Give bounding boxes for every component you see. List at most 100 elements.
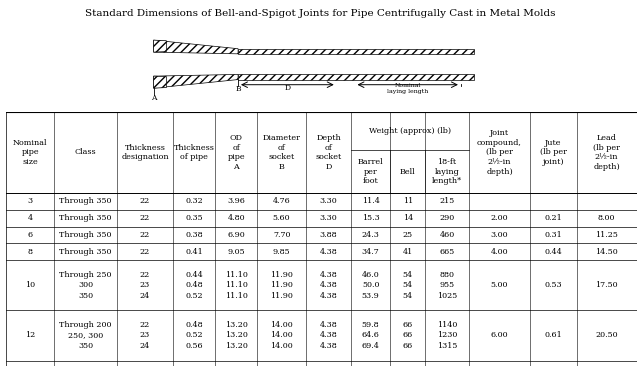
Text: 0.44: 0.44 xyxy=(545,248,563,256)
Text: 0.61: 0.61 xyxy=(545,331,563,339)
Text: 22
23
24: 22 23 24 xyxy=(140,271,150,300)
Text: 3.30: 3.30 xyxy=(320,214,337,222)
Text: 2.00: 2.00 xyxy=(491,214,508,222)
Text: 11: 11 xyxy=(403,197,413,206)
Text: A: A xyxy=(151,94,156,102)
Text: OD
of
pipe
A: OD of pipe A xyxy=(227,134,245,171)
Text: 0.53: 0.53 xyxy=(545,281,563,289)
Text: 3: 3 xyxy=(28,197,33,206)
Text: Through 250
300
350: Through 250 300 350 xyxy=(60,271,112,300)
Text: 4.00: 4.00 xyxy=(491,248,508,256)
Text: 46.0
50.0
53.9: 46.0 50.0 53.9 xyxy=(362,271,380,300)
Text: 0.38: 0.38 xyxy=(186,231,203,239)
Text: 8.00: 8.00 xyxy=(598,214,616,222)
Text: 4.38
4.38
4.38: 4.38 4.38 4.38 xyxy=(320,321,337,350)
Text: 0.21: 0.21 xyxy=(545,214,563,222)
Text: 880
955
1025: 880 955 1025 xyxy=(437,271,457,300)
Text: 8: 8 xyxy=(28,248,33,256)
Text: 4.38
4.38
4.38: 4.38 4.38 4.38 xyxy=(320,271,337,300)
Text: Through 350: Through 350 xyxy=(60,214,112,222)
Polygon shape xyxy=(238,75,474,79)
Text: 3.96: 3.96 xyxy=(227,197,245,206)
Text: 13.20
13.20
13.20: 13.20 13.20 13.20 xyxy=(225,321,248,350)
Text: 290: 290 xyxy=(439,214,454,222)
Text: 11.10
11.10
11.10: 11.10 11.10 11.10 xyxy=(225,271,248,300)
Text: Weight (approx) (lb): Weight (approx) (lb) xyxy=(369,127,451,135)
Text: 14: 14 xyxy=(403,214,413,222)
Polygon shape xyxy=(154,75,238,88)
Text: 11.90
11.90
11.90: 11.90 11.90 11.90 xyxy=(270,271,293,300)
Text: 0.48
0.52
0.56: 0.48 0.52 0.56 xyxy=(186,321,203,350)
Polygon shape xyxy=(154,40,238,54)
Text: 22: 22 xyxy=(140,248,150,256)
Text: 12: 12 xyxy=(25,331,35,339)
Text: 4: 4 xyxy=(28,214,33,222)
Text: 54
54
54: 54 54 54 xyxy=(403,271,413,300)
Text: Depth
of
socket
D: Depth of socket D xyxy=(316,134,342,171)
Text: 6: 6 xyxy=(28,231,33,239)
Text: 0.32: 0.32 xyxy=(185,197,203,206)
Text: Lead
(lb per
2½-in
depth): Lead (lb per 2½-in depth) xyxy=(593,134,620,171)
Text: Barrel
per
foot: Barrel per foot xyxy=(358,158,383,185)
Text: Class: Class xyxy=(75,148,97,157)
Polygon shape xyxy=(154,76,166,88)
Text: 11.25: 11.25 xyxy=(595,231,618,239)
Polygon shape xyxy=(238,49,474,54)
Text: 11.4: 11.4 xyxy=(362,197,380,206)
Text: B: B xyxy=(236,85,241,93)
Text: Jute
(lb per
joint): Jute (lb per joint) xyxy=(540,139,567,166)
Text: 0.41: 0.41 xyxy=(185,248,203,256)
Text: Thickness
of pipe: Thickness of pipe xyxy=(173,144,214,162)
Text: 22
23
24: 22 23 24 xyxy=(140,321,150,350)
Text: 4.80: 4.80 xyxy=(227,214,245,222)
Text: 14.50: 14.50 xyxy=(595,248,618,256)
Text: Through 350: Through 350 xyxy=(60,248,112,256)
Text: Nominal
pipe
size: Nominal pipe size xyxy=(13,139,47,166)
Text: 9.05: 9.05 xyxy=(227,248,245,256)
Text: 34.7: 34.7 xyxy=(362,248,380,256)
Text: 3.30: 3.30 xyxy=(320,197,337,206)
Text: 9.85: 9.85 xyxy=(273,248,291,256)
Text: Standard Dimensions of Bell-and-Spigot Joints for Pipe Centrifugally Cast in Met: Standard Dimensions of Bell-and-Spigot J… xyxy=(84,9,556,18)
Text: 6.90: 6.90 xyxy=(227,231,245,239)
Text: 15.3: 15.3 xyxy=(362,214,380,222)
Text: 24.3: 24.3 xyxy=(362,231,380,239)
Text: 460: 460 xyxy=(439,231,454,239)
Text: Bell: Bell xyxy=(400,167,415,176)
Text: 66
66
66: 66 66 66 xyxy=(403,321,413,350)
Text: 25: 25 xyxy=(403,231,413,239)
Text: 10: 10 xyxy=(25,281,35,289)
Text: 18-ft
laying
length*: 18-ft laying length* xyxy=(432,158,462,185)
Text: 41: 41 xyxy=(403,248,413,256)
Text: 5.60: 5.60 xyxy=(273,214,291,222)
Text: 215: 215 xyxy=(439,197,454,206)
Text: Diameter
of
socket
B: Diameter of socket B xyxy=(262,134,301,171)
Text: 5.00: 5.00 xyxy=(491,281,508,289)
Text: 20.50: 20.50 xyxy=(595,331,618,339)
Text: 22: 22 xyxy=(140,214,150,222)
Text: D: D xyxy=(284,84,291,91)
Text: 0.31: 0.31 xyxy=(545,231,563,239)
Text: 7.70: 7.70 xyxy=(273,231,291,239)
Text: 1140
1230
1315: 1140 1230 1315 xyxy=(436,321,457,350)
Text: 17.50: 17.50 xyxy=(595,281,618,289)
Text: 0.44
0.48
0.52: 0.44 0.48 0.52 xyxy=(185,271,203,300)
Text: 6.00: 6.00 xyxy=(491,331,508,339)
Text: 3.00: 3.00 xyxy=(491,231,508,239)
Text: Through 200
250, 300
350: Through 200 250, 300 350 xyxy=(60,321,112,350)
Text: Nominal
laying length: Nominal laying length xyxy=(387,83,428,94)
Text: Thickness
designation: Thickness designation xyxy=(121,144,169,162)
Polygon shape xyxy=(154,40,166,52)
Text: 59.8
64.6
69.4: 59.8 64.6 69.4 xyxy=(362,321,380,350)
Text: 3.88: 3.88 xyxy=(320,231,337,239)
Text: 22: 22 xyxy=(140,231,150,239)
Text: 14.00
14.00
14.00: 14.00 14.00 14.00 xyxy=(270,321,293,350)
Text: 0.35: 0.35 xyxy=(186,214,203,222)
Text: 665: 665 xyxy=(439,248,454,256)
Text: 4.38: 4.38 xyxy=(320,248,337,256)
Text: Joint
compound,
(lb per
2½-in
depth): Joint compound, (lb per 2½-in depth) xyxy=(477,129,522,176)
Text: 4.76: 4.76 xyxy=(273,197,291,206)
Text: Through 350: Through 350 xyxy=(60,197,112,206)
Text: 22: 22 xyxy=(140,197,150,206)
Text: Through 350: Through 350 xyxy=(60,231,112,239)
